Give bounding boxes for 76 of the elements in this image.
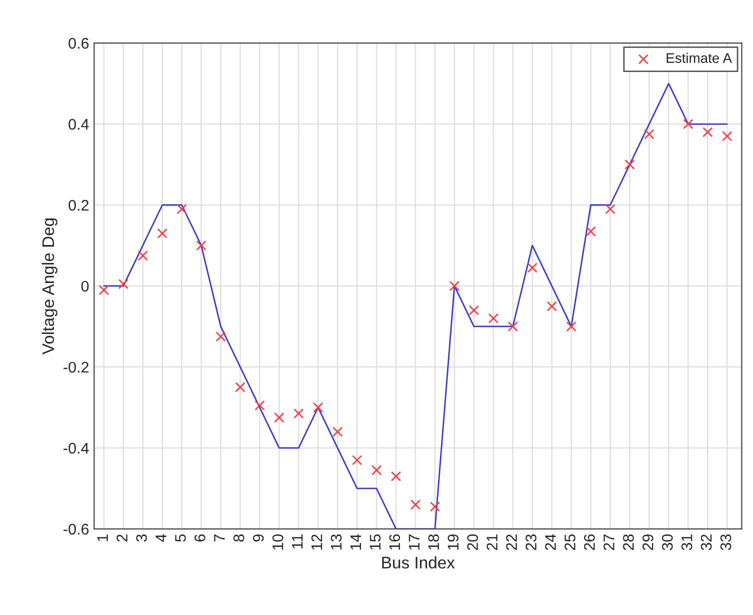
x-tick-label: 3 bbox=[136, 534, 147, 542]
x-tick-label: 7 bbox=[214, 534, 225, 542]
y-tick-label: -0.2 bbox=[64, 362, 88, 373]
y-tick-label: -0.4 bbox=[64, 442, 89, 454]
point bbox=[624, 159, 635, 170]
x-tick-label: 24 bbox=[545, 534, 556, 550]
x-tick-label: 20 bbox=[467, 534, 478, 550]
point bbox=[546, 301, 557, 312]
legend-label: Estimate A bbox=[666, 52, 732, 63]
point bbox=[508, 321, 518, 332]
point bbox=[157, 228, 168, 238]
point bbox=[98, 284, 109, 296]
x-tick-label: 9 bbox=[252, 534, 264, 542]
x-tick-label: 19 bbox=[448, 534, 459, 550]
point bbox=[371, 465, 382, 476]
point bbox=[118, 278, 128, 290]
point bbox=[313, 402, 324, 413]
point bbox=[683, 118, 694, 130]
x-tick-label: 21 bbox=[486, 534, 498, 550]
point bbox=[254, 400, 265, 410]
y-tick-label: 0.6 bbox=[68, 38, 89, 49]
y-tick-label: 0.4 bbox=[68, 118, 89, 130]
x-tick-label: 12 bbox=[311, 534, 322, 550]
x-tick-label: 32 bbox=[700, 534, 712, 550]
point bbox=[390, 471, 402, 482]
x-tick-label: 25 bbox=[564, 534, 576, 550]
x-tick-label: 4 bbox=[156, 534, 166, 542]
point bbox=[605, 204, 616, 214]
point bbox=[722, 131, 732, 142]
point bbox=[176, 204, 187, 214]
point bbox=[644, 129, 654, 140]
point bbox=[527, 262, 538, 273]
point bbox=[586, 226, 596, 236]
y-axis-title: Voltage Angle Deg bbox=[42, 218, 58, 354]
x-tick-label: 18 bbox=[428, 534, 440, 550]
x-tick-label: 31 bbox=[681, 534, 692, 550]
y-tick-label: -0.6 bbox=[64, 524, 89, 535]
x-tick-label: 14 bbox=[350, 534, 362, 550]
x-tick-label: 2 bbox=[116, 534, 128, 542]
x-tick-label: 17 bbox=[408, 534, 420, 550]
point bbox=[138, 250, 148, 261]
point bbox=[196, 240, 206, 251]
line-series bbox=[103, 82, 728, 529]
x-tick-label: 23 bbox=[526, 534, 536, 550]
y-tick-label: 0 bbox=[81, 280, 89, 292]
x-tick-label: 10 bbox=[272, 534, 284, 550]
point bbox=[449, 280, 460, 292]
y-tick-label: 0.2 bbox=[68, 200, 88, 211]
x-tick-label: 22 bbox=[506, 534, 517, 550]
point bbox=[216, 332, 226, 342]
point bbox=[332, 426, 343, 437]
point bbox=[468, 305, 479, 316]
x-tick-label: 13 bbox=[330, 534, 342, 550]
x-tick-label: 33 bbox=[720, 534, 732, 550]
point bbox=[294, 408, 304, 419]
x-tick-label: 27 bbox=[604, 534, 614, 550]
point bbox=[352, 454, 362, 466]
point bbox=[702, 127, 713, 138]
x-tick-label: 8 bbox=[233, 534, 244, 542]
point bbox=[235, 382, 246, 392]
point bbox=[410, 500, 421, 510]
point bbox=[566, 321, 576, 332]
x-tick-label: 11 bbox=[292, 534, 303, 548]
point bbox=[274, 412, 284, 423]
x-tick-label: 5 bbox=[175, 534, 186, 542]
x-tick-label: 16 bbox=[389, 534, 400, 550]
x-tick-label: 26 bbox=[584, 534, 595, 550]
x-tick-label: 30 bbox=[662, 534, 673, 550]
point bbox=[488, 313, 498, 324]
point bbox=[430, 502, 440, 512]
x-axis-title: Bus Index bbox=[382, 556, 455, 569]
x-tick-label: 1 bbox=[97, 534, 108, 542]
x-tick-label: 6 bbox=[194, 534, 206, 542]
x-tick-label: 29 bbox=[642, 534, 654, 550]
x-tick-label: 28 bbox=[623, 534, 634, 550]
x-tick-label: 15 bbox=[370, 534, 381, 550]
